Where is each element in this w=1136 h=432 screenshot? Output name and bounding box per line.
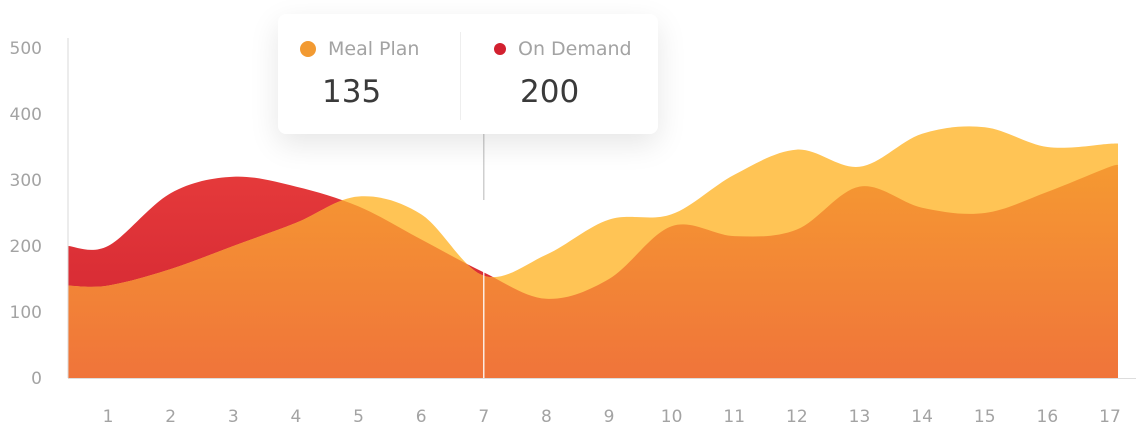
x-tick-label: 12 [786, 407, 808, 427]
x-tick-label: 3 [228, 407, 239, 427]
x-tick-label: 14 [911, 407, 933, 427]
tooltip-meal-plan: Meal Plan 135 [278, 14, 460, 134]
y-tick-label: 300 [10, 171, 42, 191]
x-tick-label: 11 [723, 407, 745, 427]
y-tick-label: 400 [10, 105, 42, 125]
x-tick-label: 10 [661, 407, 683, 427]
x-tick-label: 13 [849, 407, 871, 427]
x-tick-label: 2 [165, 407, 176, 427]
y-tick-label: 0 [31, 369, 42, 389]
x-tick-label: 6 [416, 407, 427, 427]
x-tick-label: 7 [478, 407, 489, 427]
x-tick-label: 9 [604, 407, 615, 427]
x-tick-label: 16 [1037, 407, 1059, 427]
meal-plan-label: Meal Plan [328, 38, 420, 60]
y-tick-label: 500 [10, 39, 42, 59]
x-tick-label: 8 [541, 407, 552, 427]
tooltip: Meal Plan 135 On Demand 200 [278, 14, 658, 134]
meal-plan-dot-icon [300, 41, 316, 57]
meal-plan-value: 135 [322, 74, 382, 110]
x-tick-label: 1 [103, 407, 114, 427]
y-tick-label: 100 [10, 303, 42, 323]
tooltip-divider [460, 32, 461, 120]
x-tick-label: 5 [353, 407, 364, 427]
on-demand-dot-icon [494, 43, 506, 55]
x-tick-label: 4 [290, 407, 301, 427]
x-tick-label: 15 [974, 407, 996, 427]
on-demand-value: 200 [520, 74, 580, 110]
on-demand-label: On Demand [518, 38, 632, 60]
tooltip-on-demand: On Demand 200 [460, 14, 658, 134]
x-tick-label: 17 [1099, 407, 1121, 427]
y-tick-label: 200 [10, 237, 42, 257]
